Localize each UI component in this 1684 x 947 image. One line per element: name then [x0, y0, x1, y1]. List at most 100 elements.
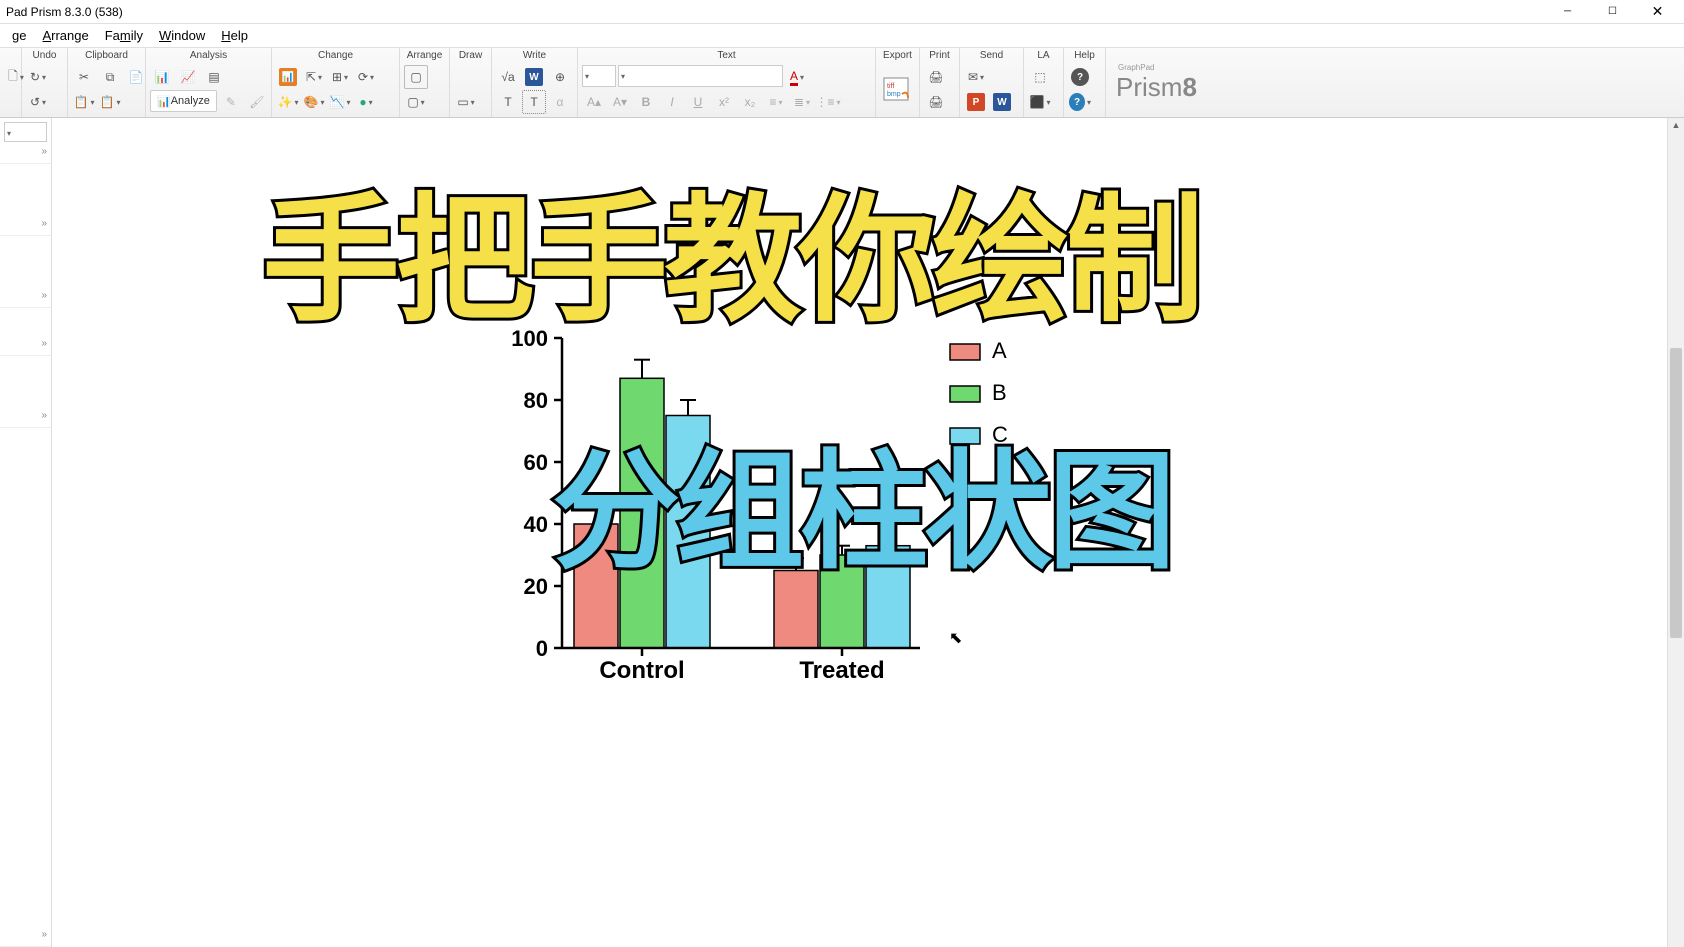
font-color-button[interactable]: A: [785, 65, 809, 89]
analysis-tool-icon[interactable]: ✎: [219, 90, 243, 114]
ribbon-label-help: Help: [1068, 50, 1101, 64]
help-dropdown-button[interactable]: ?: [1068, 90, 1092, 114]
ribbon-label-undo: Undo: [26, 50, 63, 64]
write-text-box-icon[interactable]: T: [522, 90, 546, 114]
bold-button[interactable]: B: [634, 90, 658, 114]
write-text-icon[interactable]: T: [496, 90, 520, 114]
change-format-icon[interactable]: ⊞: [328, 65, 352, 89]
write-equation-icon[interactable]: √a: [496, 65, 520, 89]
analysis-icon-2[interactable]: 📈: [176, 65, 200, 89]
cut-button[interactable]: ✂: [72, 65, 96, 89]
ribbon-toolbar: 🗋 Undo ↻ ↺ Clipboard ✂ ⧉ 📄 📋: [0, 48, 1684, 118]
italic-button[interactable]: I: [660, 90, 684, 114]
sidebar-expander-3[interactable]: »: [0, 290, 51, 308]
print-preview-button[interactable]: 🖨: [924, 90, 948, 114]
ribbon-label-la: LA: [1028, 50, 1059, 64]
line-spacing-button[interactable]: ≡: [764, 90, 788, 114]
sidebar-expander-6[interactable]: »: [0, 929, 51, 947]
canvas-area[interactable]: 020406080100ControlTreatedABC 手把手教你绘制 分组…: [52, 118, 1684, 947]
svg-text:40: 40: [524, 512, 548, 537]
redo-button[interactable]: ↻: [26, 65, 50, 89]
sidebar-selector[interactable]: [4, 122, 47, 142]
menu-item-window[interactable]: Window: [151, 26, 213, 45]
draw-placeholder-icon: [454, 65, 478, 89]
list-button[interactable]: ⋮≡: [816, 90, 840, 114]
svg-text:Treated: Treated: [799, 657, 884, 684]
menu-item-family[interactable]: Family: [97, 26, 151, 45]
change-graph-icon[interactable]: 📉: [328, 90, 352, 114]
overlay-title-2: 分组柱状图: [552, 408, 1172, 593]
svg-text:80: 80: [524, 388, 548, 413]
font-shrink-icon[interactable]: A▾: [608, 90, 632, 114]
export-button[interactable]: tiffbmp: [880, 72, 915, 108]
ribbon-label-write: Write: [496, 50, 573, 64]
sidebar-navigator[interactable]: » » » » » »: [0, 118, 52, 947]
superscript-button[interactable]: x²: [712, 90, 736, 114]
ribbon-label-send: Send: [964, 50, 1019, 64]
change-axes-icon[interactable]: ⇱: [302, 65, 326, 89]
paste-special-button[interactable]: 📋: [98, 90, 122, 114]
copy-button[interactable]: ⧉: [98, 65, 122, 89]
underline-button[interactable]: U: [686, 90, 710, 114]
font-family-select[interactable]: [618, 65, 783, 87]
paste-button[interactable]: 📋: [72, 90, 96, 114]
change-rotate-icon[interactable]: ⟳: [354, 65, 378, 89]
maximize-button[interactable]: ☐: [1590, 1, 1635, 23]
font-size-select[interactable]: [582, 65, 616, 87]
write-alpha-icon[interactable]: α: [548, 90, 572, 114]
workspace: » » » » » » 020406080100ControlTreatedAB…: [0, 118, 1684, 947]
ribbon-label-arrange2: Arrange: [404, 50, 445, 64]
svg-text:Control: Control: [599, 657, 684, 684]
write-insert-icon[interactable]: ⊕: [548, 65, 572, 89]
close-button[interactable]: ✕: [1635, 1, 1680, 23]
ribbon-label-clipboard: Clipboard: [72, 50, 141, 64]
svg-text:60: 60: [524, 450, 548, 475]
draw-shape-icon[interactable]: ▭: [454, 90, 478, 114]
menu-item-ge[interactable]: ge: [4, 26, 34, 45]
sidebar-expander-1[interactable]: »: [0, 146, 51, 164]
svg-text:20: 20: [524, 574, 548, 599]
minimize-button[interactable]: ─: [1545, 1, 1590, 23]
ribbon-label-draw: Draw: [454, 50, 487, 64]
analysis-icon-1[interactable]: 📊: [150, 65, 174, 89]
send-mail-button[interactable]: ✉: [964, 65, 988, 89]
la-cube2-button[interactable]: ⬛: [1028, 90, 1052, 114]
arrange-layout-icon[interactable]: ▢: [404, 65, 428, 89]
align-button[interactable]: ≣: [790, 90, 814, 114]
menu-item-arrange[interactable]: Arrange: [34, 26, 96, 45]
send-powerpoint-button[interactable]: P: [964, 90, 988, 114]
help-button[interactable]: ?: [1068, 65, 1092, 89]
ribbon-label-text: Text: [582, 50, 871, 64]
sidebar-expander-4[interactable]: »: [0, 338, 51, 356]
undo-button[interactable]: ↺: [26, 90, 50, 114]
change-chart-icon[interactable]: 📊: [276, 65, 300, 89]
svg-text:B: B: [992, 380, 1007, 405]
send-word-button[interactable]: W: [990, 90, 1014, 114]
svg-text:tiff: tiff: [887, 83, 894, 90]
ribbon-label-print: Print: [924, 50, 955, 64]
font-grow-icon[interactable]: A▴: [582, 90, 606, 114]
print-button[interactable]: 🖨: [924, 65, 948, 89]
change-fill-icon[interactable]: ●: [354, 90, 378, 114]
sidebar-expander-2[interactable]: »: [0, 218, 51, 236]
change-color-icon[interactable]: 🎨: [302, 90, 326, 114]
subscript-button[interactable]: x₂: [738, 90, 762, 114]
arrange-dropdown-icon[interactable]: ▢: [404, 90, 428, 114]
menu-item-help[interactable]: Help: [213, 26, 256, 45]
la-cube-button[interactable]: ⬚: [1028, 65, 1052, 89]
ribbon-label-change: Change: [276, 50, 395, 64]
write-word-icon[interactable]: W: [522, 65, 546, 89]
sidebar-expander-5[interactable]: »: [0, 410, 51, 428]
svg-text:0: 0: [536, 636, 548, 661]
prism-logo: GraphPad Prism8: [1116, 48, 1197, 117]
analysis-icon-3[interactable]: ▤: [202, 65, 226, 89]
scrollbar-thumb[interactable]: [1670, 348, 1682, 638]
change-wand-icon[interactable]: ✨: [276, 90, 300, 114]
window-titlebar: Pad Prism 8.3.0 (538) ─ ☐ ✕: [0, 0, 1684, 24]
ribbon-label-analysis: Analysis: [150, 50, 267, 64]
paste-plain-button[interactable]: 📄: [124, 65, 148, 89]
scroll-up-icon[interactable]: ▲: [1668, 118, 1684, 130]
vertical-scrollbar[interactable]: ▲: [1667, 118, 1684, 947]
analyze-button[interactable]: 📊 Analyze: [150, 90, 217, 112]
analysis-brush-icon[interactable]: 🖌: [245, 90, 269, 114]
